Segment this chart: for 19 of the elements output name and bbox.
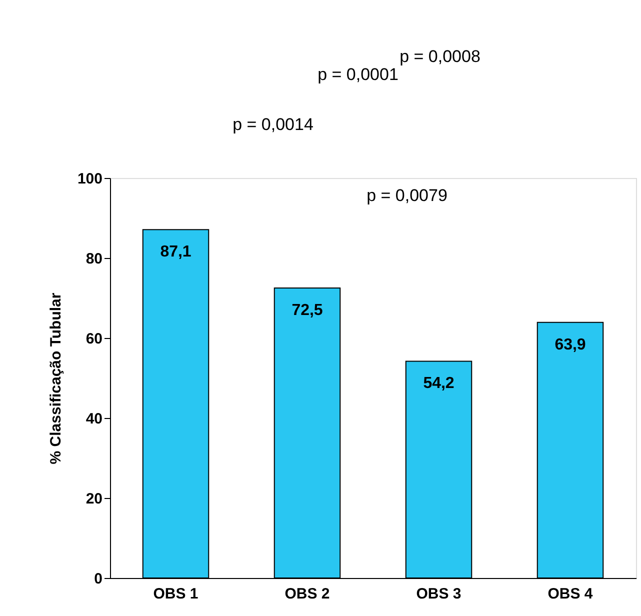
y-tick-label: 80 [86, 250, 102, 268]
data-label: 63,9 [554, 336, 586, 354]
text: p = 0,0001 [318, 65, 398, 84]
data-label: 72,5 [292, 302, 323, 319]
annotation: p = 0,0079 [366, 186, 448, 205]
x-tick-label: OBS 1 [153, 586, 198, 602]
text: p = 0,0008 [400, 47, 480, 66]
data-label: 87,1 [160, 244, 192, 261]
text: p = 0,0014 [232, 115, 314, 134]
x-tick-label: OBS 3 [416, 586, 462, 602]
y-axis-title: % Classificação Tubular [47, 292, 64, 464]
x-tick-label: OBS 2 [284, 586, 330, 602]
y-tick-label: 20 [86, 490, 102, 508]
x-tick-label: OBS 4 [548, 586, 594, 602]
y-tick-label: 0 [94, 570, 102, 588]
y-tick-label: 100 [77, 170, 102, 188]
y-tick-label: 60 [86, 330, 102, 348]
y-tick-label: 40 [86, 410, 102, 428]
data-label: 54,2 [423, 375, 454, 392]
